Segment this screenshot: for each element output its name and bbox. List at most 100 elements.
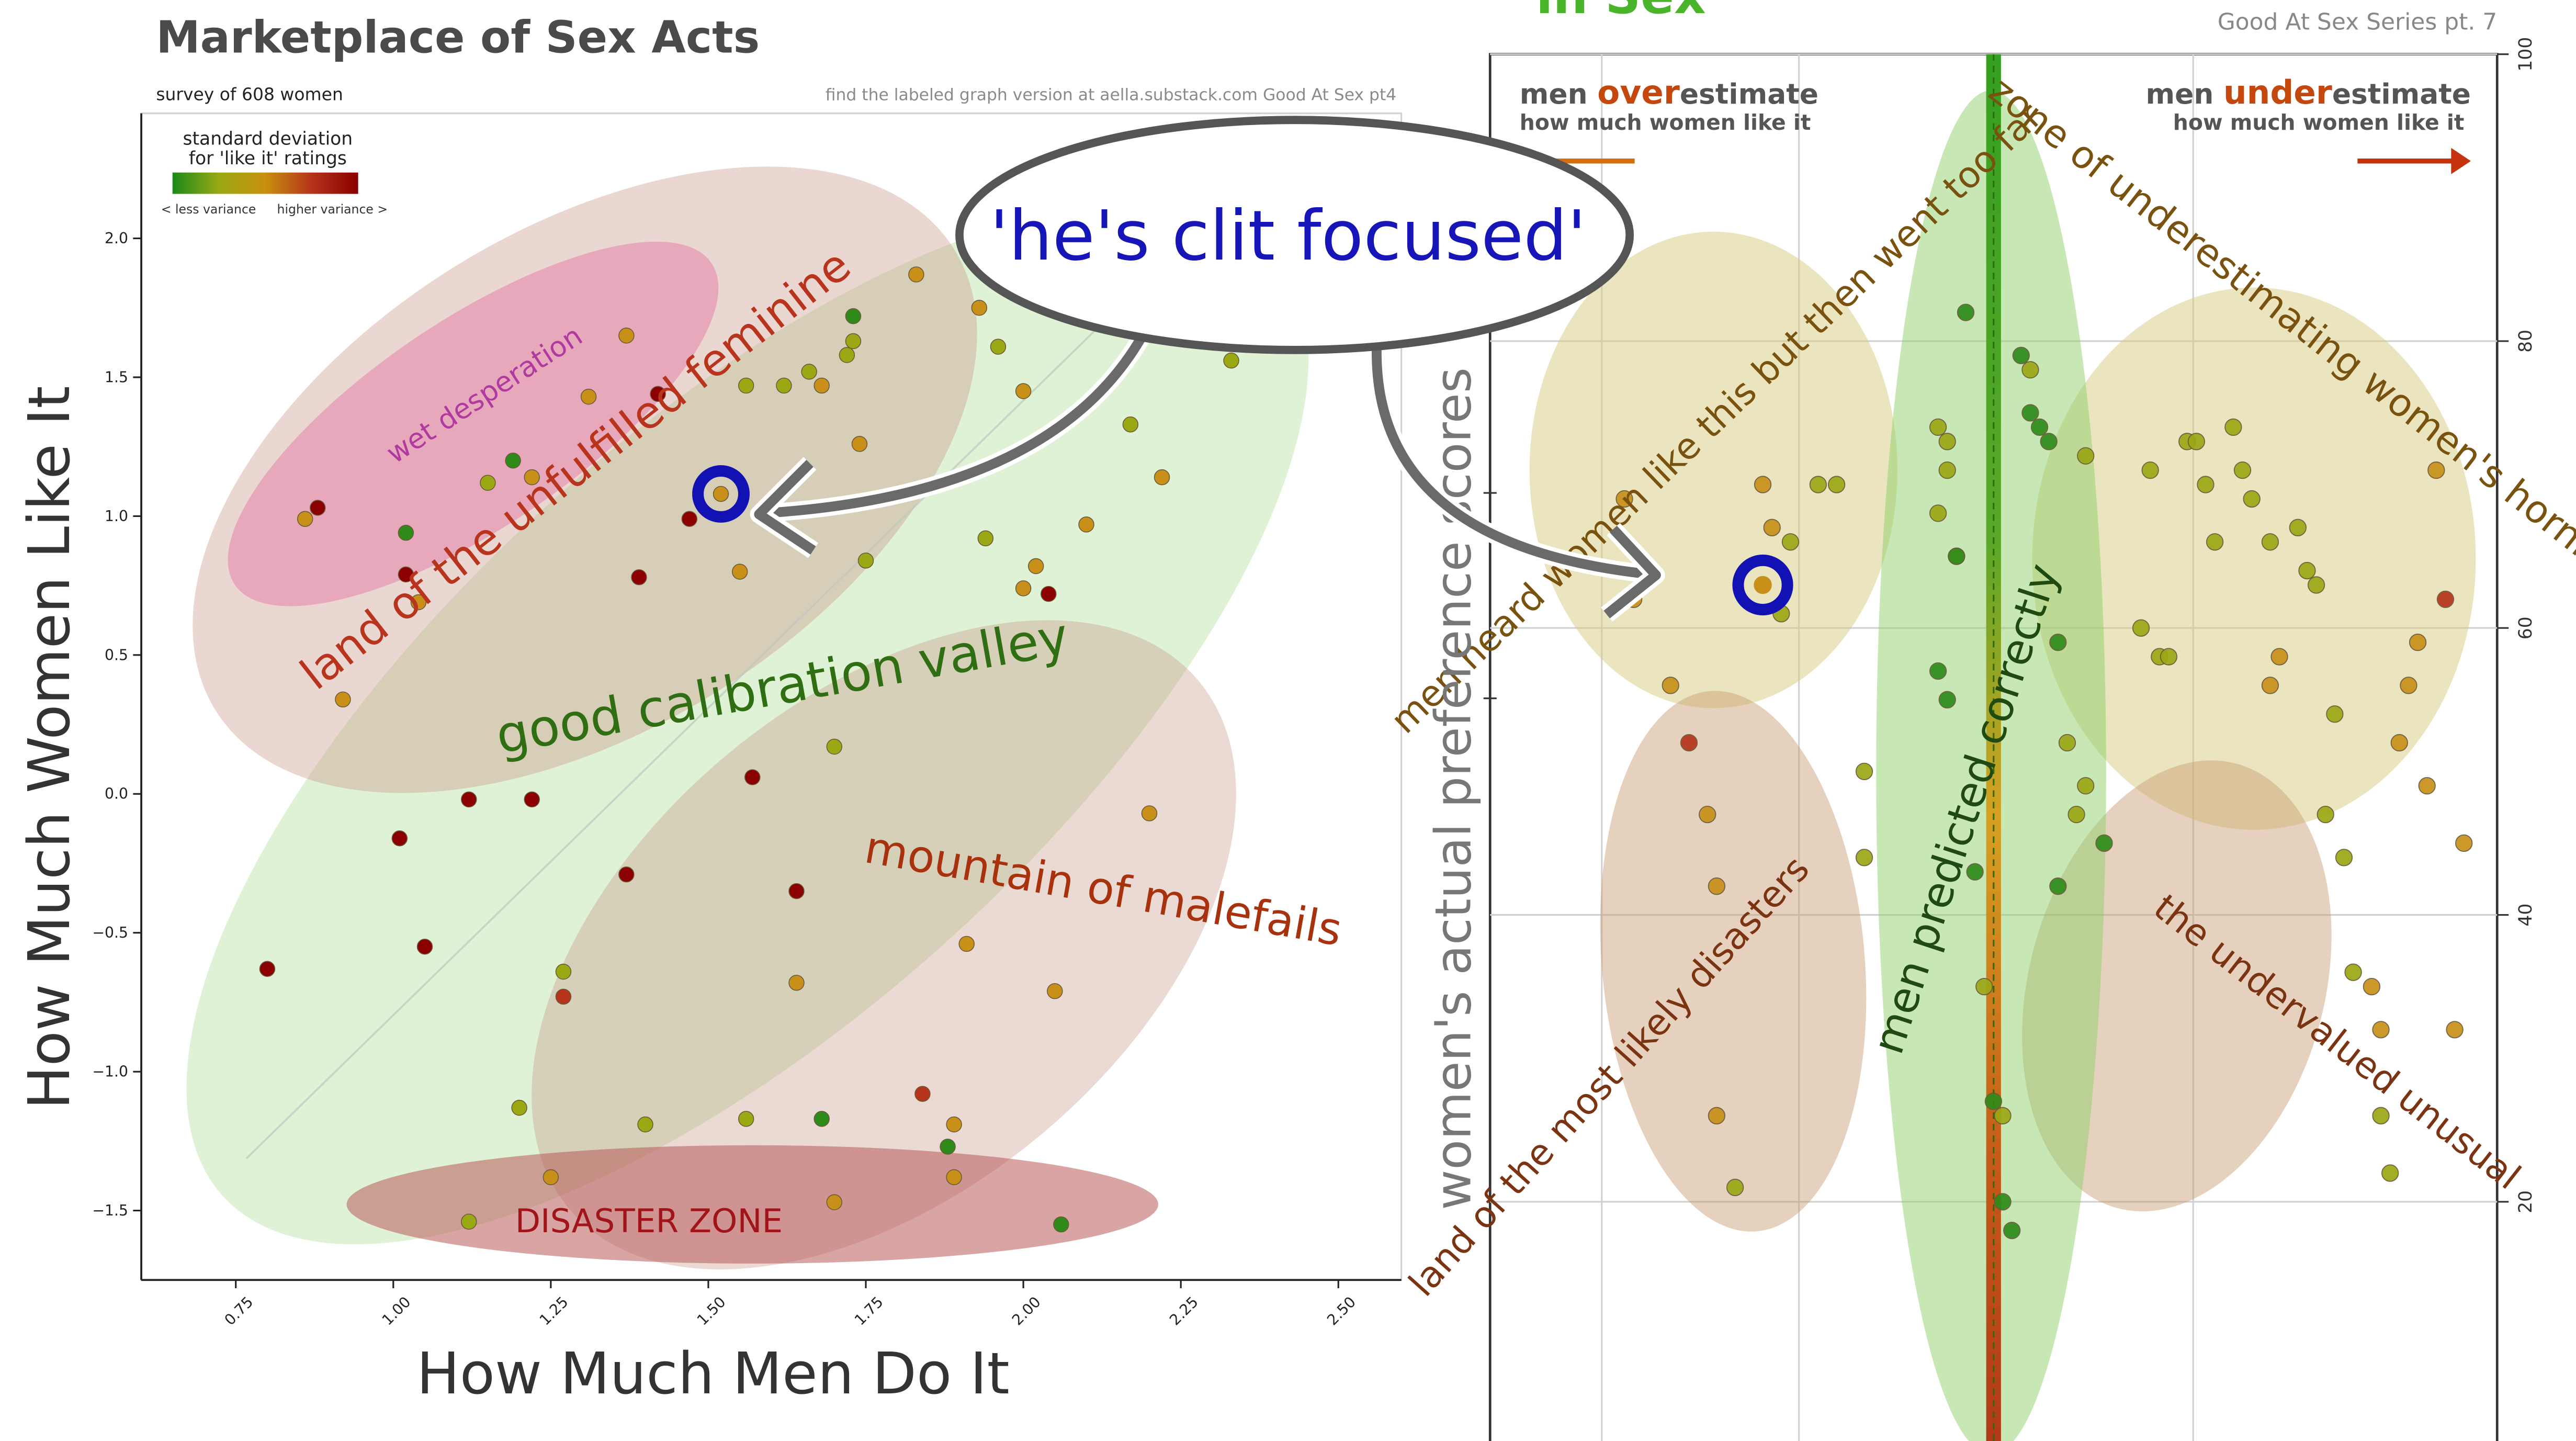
right-data-point — [1966, 863, 1984, 881]
left-data-point — [461, 791, 477, 808]
left-data-point — [839, 347, 855, 363]
right-data-point — [1809, 476, 1827, 493]
left-data-point — [738, 1111, 754, 1127]
right-data-point — [1855, 762, 1873, 781]
right-data-point — [1781, 533, 1800, 551]
left-x-tick-label: 2.25 — [1166, 1293, 1202, 1329]
underestimate-arrowhead — [2451, 148, 2471, 174]
right-points — [1615, 303, 2473, 1240]
left-x-tick-label: 1.50 — [694, 1293, 729, 1329]
right-data-point — [1938, 433, 1956, 451]
left-y-tick-label: 0.5 — [105, 646, 128, 663]
right-data-point — [2141, 461, 2159, 479]
calibration-diagonal — [245, 180, 1249, 1159]
zone-underestimating-horniness — [2032, 287, 2476, 830]
left-data-point — [391, 830, 408, 847]
left-data-point — [731, 564, 748, 580]
right-data-point — [1929, 662, 1947, 680]
right-data-point — [2160, 648, 2178, 666]
left-data-point — [826, 1194, 843, 1210]
left-data-point — [1078, 516, 1094, 533]
underestimate-subline: how much women like it — [2173, 110, 2465, 135]
right-data-point — [1957, 303, 1975, 321]
series-label: Good At Sex Series pt. 7 — [2218, 9, 2498, 36]
zone-mountain-malefails — [532, 620, 1236, 1270]
left-subtitle: survey of 608 women — [156, 84, 343, 105]
right-data-point — [1754, 476, 1772, 493]
right-data-point — [1929, 504, 1947, 522]
underestimate-line: men underestimate — [2146, 73, 2471, 111]
left-data-point — [971, 300, 988, 316]
right-data-point — [1662, 677, 1679, 694]
left-data-point — [977, 530, 994, 547]
left-data-point — [744, 769, 761, 785]
left-data-point — [618, 866, 635, 883]
left-data-point — [814, 1111, 830, 1127]
left-x-tick-label: 2.00 — [1009, 1293, 1044, 1329]
left-data-point — [580, 388, 597, 405]
right-data-point — [2077, 777, 2095, 795]
left-x-tick-label: 1.75 — [851, 1293, 887, 1329]
right-data-point — [2021, 361, 2039, 379]
right-data-point — [1615, 490, 1633, 508]
right-data-point — [1726, 1178, 1744, 1197]
legend-gradient-bar — [172, 172, 358, 194]
left-data-point — [416, 939, 433, 955]
left-data-point — [908, 266, 924, 283]
left-data-point — [555, 963, 572, 980]
left-data-point — [335, 691, 351, 708]
left-data-point — [650, 386, 666, 402]
right-data-point — [2390, 734, 2408, 752]
left-credit: find the labeled graph version at aella.… — [826, 86, 1397, 105]
left-data-point — [461, 1213, 477, 1230]
right-data-point — [2206, 533, 2224, 551]
left-data-point — [788, 975, 805, 991]
callout-arrows — [750, 332, 1665, 622]
left-data-point — [631, 569, 647, 586]
left-data-point — [1027, 558, 1044, 575]
right-y-tick-label: 60 — [2515, 616, 2536, 639]
right-data-point — [2030, 418, 2049, 436]
left-data-point — [776, 377, 792, 394]
left-data-point — [738, 377, 754, 394]
right-data-point — [2049, 877, 2067, 895]
left-data-point — [713, 486, 729, 502]
legend-title-line1: standard deviation — [183, 128, 353, 149]
right-data-point — [2418, 777, 2436, 795]
right-data-point — [2049, 633, 2067, 651]
left-data-point — [851, 436, 868, 452]
legend-title-line2: for 'like it' ratings — [189, 148, 347, 169]
right-data-point — [2335, 849, 2353, 866]
label-disaster-zone: DISASTER ZONE — [515, 1202, 783, 1240]
left-data-point — [310, 500, 326, 516]
right-data-point — [1938, 691, 1956, 708]
right-data-point — [1699, 805, 1716, 824]
right-data-point — [2021, 404, 2039, 422]
zone-heard-went-too-far — [1529, 231, 1898, 708]
callout-text: 'he's clit focused' — [990, 196, 1586, 276]
left-data-point — [524, 469, 540, 486]
left-highlight-ring — [692, 465, 750, 523]
right-data-point — [2455, 834, 2473, 852]
left-x-tick-label: 2.50 — [1324, 1293, 1359, 1329]
right-data-point — [2446, 1021, 2464, 1039]
overestimate-line: men overestimate — [1520, 73, 1818, 111]
left-data-point — [1053, 1216, 1069, 1233]
left-data-point — [1154, 469, 1170, 486]
left-data-point — [480, 475, 496, 491]
right-data-point — [2344, 963, 2362, 981]
left-data-point — [543, 1169, 559, 1186]
right-data-point — [2372, 1021, 2390, 1039]
right-data-point — [1708, 877, 1726, 895]
left-data-point — [1141, 805, 1158, 821]
left-data-point — [681, 511, 698, 527]
left-data-point — [410, 594, 427, 611]
right-y-tick-label: 20 — [2515, 1190, 2536, 1213]
left-data-point — [1122, 416, 1139, 433]
right-title-fragment: in Sex — [1536, 0, 1706, 25]
right-data-point — [2040, 433, 2058, 451]
left-data-point — [259, 961, 276, 977]
right-data-point — [2372, 1107, 2390, 1124]
right-data-point — [1855, 849, 1873, 866]
